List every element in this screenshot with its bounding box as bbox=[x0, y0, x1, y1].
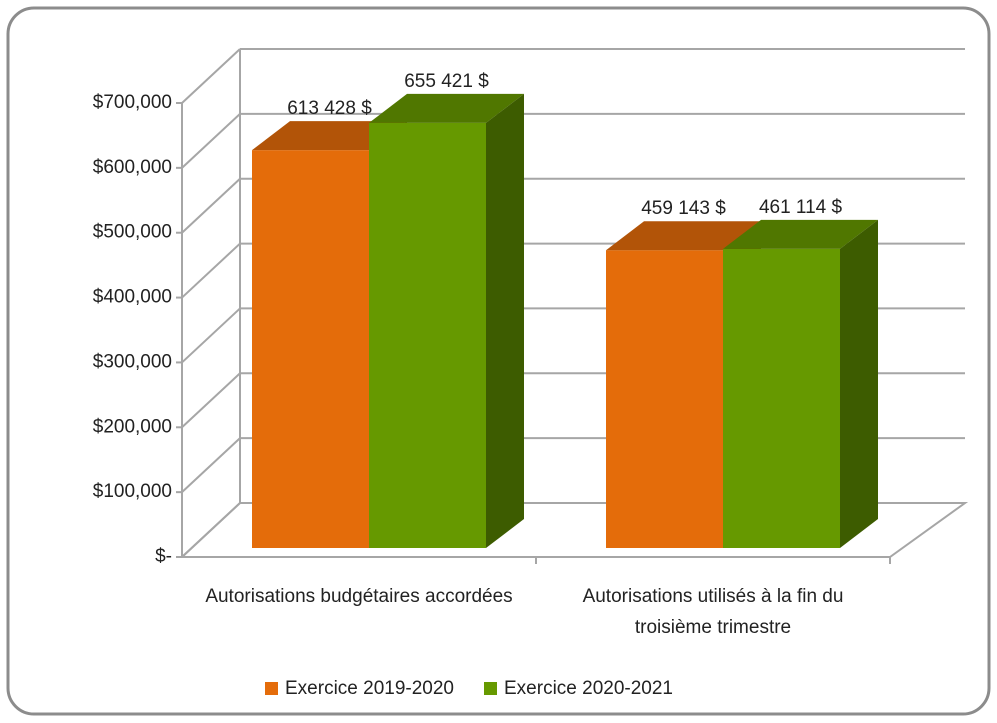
legend-swatch bbox=[265, 682, 278, 695]
y-tick-label: $300,000 bbox=[93, 351, 172, 372]
bar-top bbox=[252, 121, 407, 151]
y-tick-label: $200,000 bbox=[93, 416, 172, 437]
bar-top bbox=[606, 221, 761, 251]
bar-front bbox=[252, 150, 369, 548]
y-tick-label: $600,000 bbox=[93, 157, 172, 178]
grid-line-side bbox=[181, 113, 241, 169]
bar-top bbox=[369, 93, 524, 123]
y-tick-label: $- bbox=[155, 546, 172, 567]
legend-swatch bbox=[484, 682, 497, 695]
bar-front bbox=[723, 248, 840, 548]
bar-front bbox=[369, 122, 486, 549]
bar-side bbox=[840, 219, 878, 548]
legend-label: Exercice 2019-2020 bbox=[285, 678, 454, 699]
bar-front bbox=[606, 250, 723, 549]
y-tick-label: $500,000 bbox=[93, 222, 172, 243]
value-label: 655 421 $ bbox=[404, 71, 489, 92]
x-tick-label: Autorisations utilisés à la fin du trois… bbox=[582, 586, 844, 638]
grid-line-side bbox=[181, 307, 241, 364]
value-label: 461 114 $ bbox=[759, 197, 843, 218]
grid-line-side bbox=[181, 242, 241, 299]
y-tick-label: $400,000 bbox=[93, 287, 172, 308]
grid-line-side bbox=[181, 437, 241, 493]
grid-line-side bbox=[181, 502, 241, 558]
bar-side bbox=[486, 93, 524, 549]
bar-top bbox=[723, 219, 878, 249]
grid-line-side bbox=[181, 48, 241, 104]
legend-label: Exercice 2020-2021 bbox=[504, 678, 673, 699]
x-tick-label: Autorisations budgétaires accordées bbox=[205, 586, 513, 607]
value-label: 613 428 $ bbox=[287, 98, 372, 119]
grid-line-side bbox=[181, 177, 241, 234]
value-label: 459 143 $ bbox=[641, 198, 726, 219]
y-tick-label: $700,000 bbox=[93, 92, 172, 113]
y-tick-label: $100,000 bbox=[93, 481, 172, 502]
grid-line-side bbox=[181, 372, 241, 429]
